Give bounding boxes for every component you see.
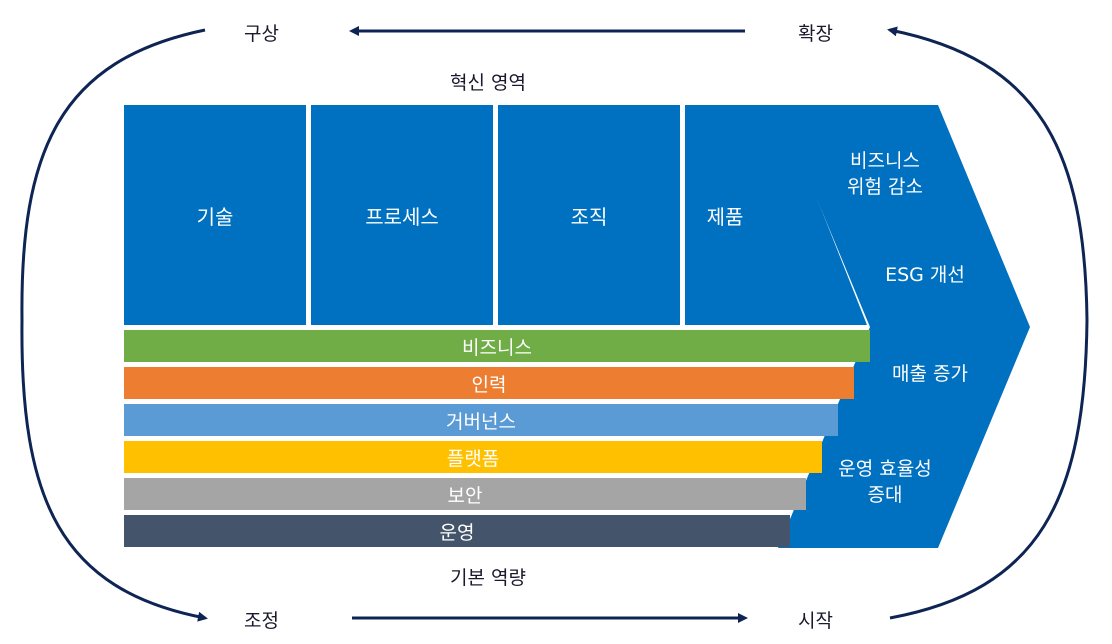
left-cycle-arc [20, 28, 208, 622]
outcome-label: 비즈니스 위험 감소 [847, 150, 923, 198]
right-cycle-arc [887, 26, 1089, 620]
foundation-bar-label: 운영 [439, 521, 475, 544]
cycle-label-bottom-left: 조정 [244, 610, 279, 632]
outcome-risk-reduction: 비즈니스 위험 감소 [820, 148, 950, 200]
innovation-box-label: 프로세스 [365, 204, 439, 229]
innovation-box-product-shape [685, 105, 867, 325]
foundation-bar-label: 거버넌스 [446, 410, 516, 433]
innovation-box-label: 제품 [706, 204, 744, 229]
foundation-bar-label: 플랫폼 [446, 447, 500, 470]
cycle-label-bottom-right: 시작 [798, 610, 833, 632]
innovation-box-product: 제품 [685, 105, 765, 325]
innovation-title: 혁신 영역 [450, 72, 526, 94]
innovation-box-technology: 기술 [124, 105, 306, 325]
foundation-title: 기본 역량 [450, 567, 526, 589]
foundation-bar-business: 비즈니스 [124, 330, 870, 362]
foundation-bar-label: 보안 [447, 484, 483, 507]
cycle-label-top-right: 확장 [798, 23, 833, 45]
innovation-box-label: 조직 [570, 204, 608, 229]
foundation-bar-operations: 운영 [124, 515, 790, 547]
innovation-box-process: 프로세스 [311, 105, 493, 325]
foundation-bar-platform: 플랫폼 [124, 441, 822, 473]
outcome-vertical-label-top: 비즈니스 [993, 172, 1016, 248]
innovation-box-label: 기술 [196, 204, 234, 229]
outcome-vertical-label-bottom: 효과 [1000, 422, 1021, 458]
outcome-label: 운영 효율성 증대 [838, 458, 932, 506]
outcome-esg: ESG 개선 [855, 262, 995, 288]
outcome-label: 매출 증가 [892, 363, 968, 385]
innovation-box-organization: 조직 [498, 105, 680, 325]
cycle-label-top-left: 구상 [244, 23, 279, 45]
outcome-chevron [778, 105, 1030, 548]
outcome-revenue: 매출 증가 [865, 361, 995, 387]
foundation-bar-label: 인력 [471, 373, 507, 396]
foundation-bar-governance: 거버넌스 [124, 404, 838, 436]
outcome-efficiency: 운영 효율성 증대 [815, 456, 955, 508]
foundation-bar-people: 인력 [124, 367, 854, 399]
outcome-label: ESG 개선 [885, 264, 965, 286]
foundation-bar-security: 보안 [124, 478, 806, 510]
foundation-bar-label: 비즈니스 [462, 336, 532, 359]
